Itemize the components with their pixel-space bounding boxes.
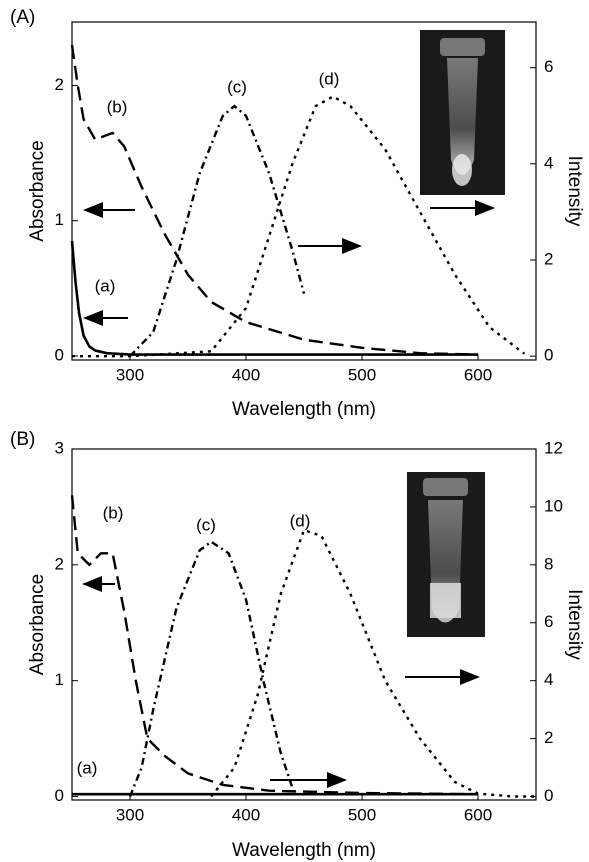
x-axis-label: Wavelength (nm)	[232, 840, 376, 861]
curve-label: (d)	[319, 69, 340, 88]
curve-label: (c)	[227, 77, 247, 96]
plot-frame	[71, 448, 537, 801]
x-tick-label: 600	[464, 805, 492, 824]
arrows	[82, 200, 495, 788]
x-tick-label: 300	[116, 805, 144, 824]
y-tick-label: 0	[55, 786, 64, 805]
y2-tick-label: 4	[544, 670, 553, 689]
y-tick-label: 0	[55, 345, 64, 364]
y2-tick-label: 12	[544, 438, 563, 457]
y2-tick-label: 6	[544, 612, 553, 631]
x-tick-label: 400	[232, 805, 260, 824]
panel-label: (A)	[10, 7, 35, 28]
x-axis-label: Wavelength (nm)	[232, 399, 376, 420]
y-tick-label: 1	[55, 210, 64, 229]
y2-tick-label: 0	[544, 346, 553, 365]
series-line	[70, 495, 479, 796]
inset-photo	[407, 472, 485, 637]
y-tick-label: 1	[55, 670, 64, 689]
curve-label: (a)	[77, 758, 98, 777]
x-tick-label: 300	[116, 365, 144, 384]
curve-label: (b)	[107, 97, 128, 116]
y2-tick-label: 2	[544, 728, 553, 747]
curve-label: (d)	[290, 511, 311, 530]
y-axis-label: Absorbance	[27, 140, 48, 241]
y2-tick-label: 10	[544, 496, 563, 515]
series-line	[70, 44, 479, 356]
x-tick-label: 500	[348, 365, 376, 384]
inset-photo	[420, 30, 505, 195]
series-line	[210, 528, 536, 798]
series-line	[129, 104, 306, 358]
curve-label: (a)	[95, 276, 116, 295]
x-tick-label: 500	[348, 805, 376, 824]
y-axis-label: Absorbance	[27, 574, 48, 675]
series-line	[70, 240, 478, 356]
y-tick-label: 3	[55, 438, 64, 457]
y-tick-label: 2	[55, 75, 64, 94]
curve-label: (c)	[196, 515, 216, 534]
y2-tick-label: 6	[544, 57, 553, 76]
y2-tick-label: 0	[544, 786, 553, 805]
series-line	[72, 95, 526, 358]
y2-tick-label: 4	[544, 153, 553, 172]
y2-tick-label: 2	[544, 249, 553, 268]
y2-tick-label: 8	[544, 554, 553, 573]
plot-frame	[71, 21, 537, 361]
y-tick-label: 2	[55, 554, 64, 573]
curve-label: (b)	[103, 503, 124, 522]
y2-axis-label: Intensity	[564, 589, 585, 660]
x-tick-label: 600	[464, 365, 492, 384]
x-tick-label: 400	[232, 365, 260, 384]
y2-axis-label: Intensity	[564, 156, 585, 227]
panel-label: (B)	[10, 429, 35, 450]
series-line	[128, 540, 294, 797]
